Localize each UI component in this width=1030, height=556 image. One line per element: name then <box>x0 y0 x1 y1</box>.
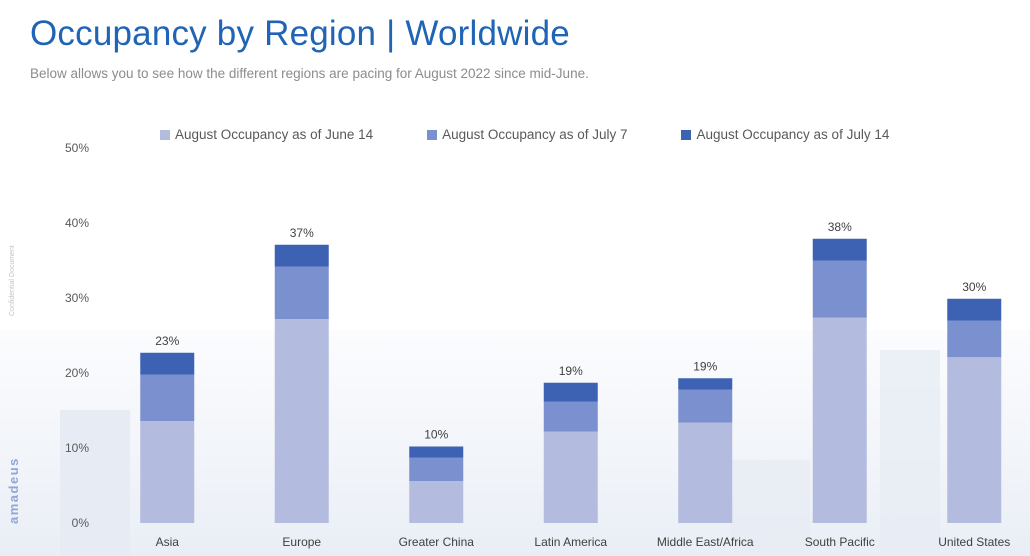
x-tick-label: Europe <box>282 535 321 549</box>
bar-segment <box>678 389 733 423</box>
x-tick-label: Middle East/Africa <box>657 535 754 549</box>
bar-segment <box>812 317 867 523</box>
page-title: Occupancy by Region | Worldwide <box>30 14 570 53</box>
y-tick-label: 30% <box>65 291 89 305</box>
bar-total-label: 19% <box>559 364 583 378</box>
legend-label-july7: August Occupancy as of July 7 <box>442 127 628 142</box>
bar-segment <box>140 374 195 421</box>
x-tick-label: South Pacific <box>805 535 875 549</box>
bar-segment <box>274 266 329 319</box>
bar-segment <box>543 431 598 523</box>
bar-segment <box>274 319 329 523</box>
background-building <box>730 460 810 556</box>
y-tick-label: 40% <box>65 216 89 230</box>
legend-item-june14: August Occupancy as of June 14 <box>160 127 373 142</box>
legend-label-july14: August Occupancy as of July 14 <box>696 127 890 142</box>
bar-segment <box>678 378 733 390</box>
bar-segment <box>947 298 1002 321</box>
background-building <box>60 410 130 556</box>
page-subtitle: Below allows you to see how the differen… <box>30 66 589 81</box>
chart-legend: August Occupancy as of June 14 August Oc… <box>160 127 889 142</box>
bar-total-label: 30% <box>962 280 986 294</box>
bar-segment <box>140 421 195 523</box>
bar-total-label: 23% <box>155 334 179 348</box>
bar-segment <box>409 446 464 458</box>
legend-swatch-july14 <box>681 129 692 140</box>
bar-segment <box>812 260 867 318</box>
legend-label-june14: August Occupancy as of June 14 <box>175 127 374 142</box>
bar-segment <box>274 244 329 267</box>
x-tick-label: Asia <box>156 535 180 549</box>
x-tick-label: Greater China <box>399 535 475 549</box>
bar-segment <box>409 457 464 481</box>
bar-segment <box>140 352 195 375</box>
bar-total-label: 10% <box>424 428 448 442</box>
bar-segment <box>947 320 1002 358</box>
x-tick-label: Latin America <box>534 535 607 549</box>
y-tick-label: 50% <box>65 141 89 155</box>
legend-item-july14: August Occupancy as of July 14 <box>681 127 889 142</box>
bar-total-label: 38% <box>828 220 852 234</box>
bar-segment <box>812 238 867 261</box>
legend-swatch-july7 <box>427 129 438 140</box>
legend-swatch-june14 <box>160 129 170 140</box>
x-tick-label: United States <box>938 535 1010 549</box>
bar-segment <box>947 357 1002 523</box>
bar-segment <box>678 422 733 523</box>
bar-total-label: 37% <box>290 226 314 240</box>
bar-total-label: 19% <box>693 359 717 373</box>
bar-segment <box>543 382 598 402</box>
y-tick-label: 10% <box>65 441 89 455</box>
y-tick-label: 20% <box>65 366 89 380</box>
legend-item-july7: August Occupancy as of July 7 <box>427 127 627 142</box>
y-tick-label: 0% <box>72 516 90 530</box>
bar-segment <box>543 401 598 432</box>
background-building <box>880 350 940 556</box>
bar-segment <box>409 481 464 523</box>
